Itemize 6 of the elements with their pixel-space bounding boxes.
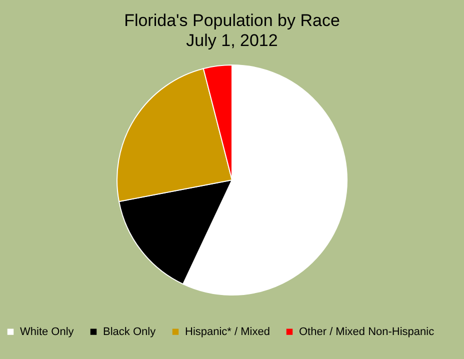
legend-label: Hispanic* / Mixed [185,326,270,338]
chart-subtitle: July 1, 2012 [186,31,278,50]
legend-label: Black Only [103,326,156,338]
chart-title: Florida's Population by Race [124,11,340,30]
legend-label: Other / Mixed Non-Hispanic [299,326,435,338]
legend-label: White Only [20,326,74,338]
